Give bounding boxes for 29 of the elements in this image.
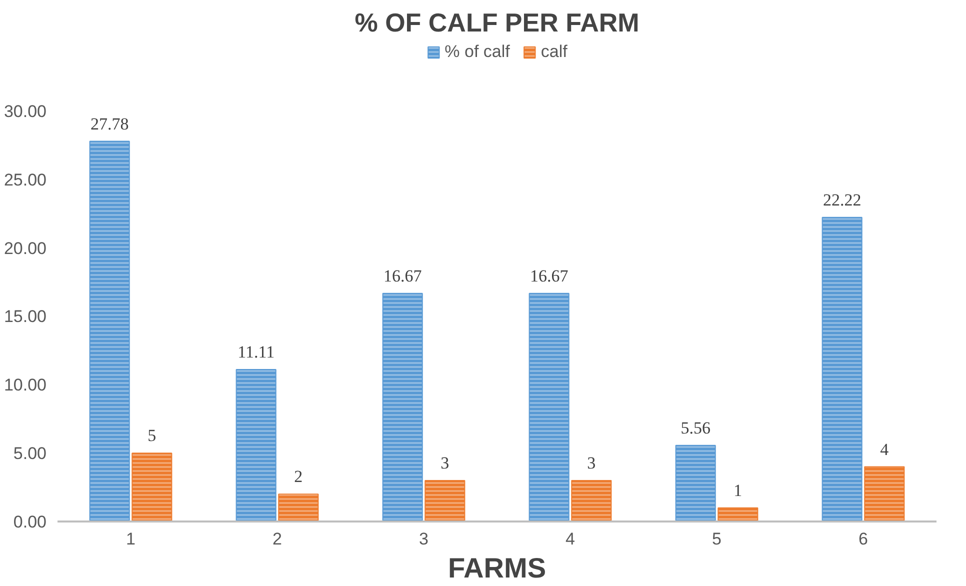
data-label: 5.56 xyxy=(680,418,710,438)
y-tick-label: 0.00 xyxy=(13,512,47,532)
x-tick-label: 6 xyxy=(858,530,868,548)
data-label: 16.67 xyxy=(530,266,569,286)
x-axis-title: FARMS xyxy=(448,552,546,584)
x-tick-label: 3 xyxy=(419,530,428,548)
y-tick-label: 25.00 xyxy=(4,170,47,190)
data-label: 3 xyxy=(440,453,450,472)
y-tick-label: 5.00 xyxy=(13,444,47,464)
y-tick-label: 15.00 xyxy=(4,307,47,326)
data-label: 2 xyxy=(294,467,303,486)
data-label: 4 xyxy=(880,440,890,459)
x-tick-label: 4 xyxy=(566,530,575,548)
data-label: 5 xyxy=(148,426,156,446)
y-tick-label: 20.00 xyxy=(4,238,47,258)
data-label: 1 xyxy=(734,480,742,500)
legend-label: % of calf xyxy=(444,42,510,62)
x-tick-label: 2 xyxy=(272,530,282,548)
y-tick-label: 10.00 xyxy=(4,376,47,395)
data-label: 27.78 xyxy=(90,114,129,134)
data-label: 3 xyxy=(587,453,596,472)
x-tick-label: 5 xyxy=(712,530,722,548)
data-label: 11.11 xyxy=(238,342,275,362)
legend-label: calf xyxy=(540,42,568,62)
data-label: 16.67 xyxy=(383,266,422,286)
x-tick-label: 1 xyxy=(126,530,136,548)
data-label: 22.22 xyxy=(822,190,862,210)
y-tick-label: 30.00 xyxy=(4,102,47,121)
chart-title: % OF CALF PER FARM xyxy=(354,8,640,38)
